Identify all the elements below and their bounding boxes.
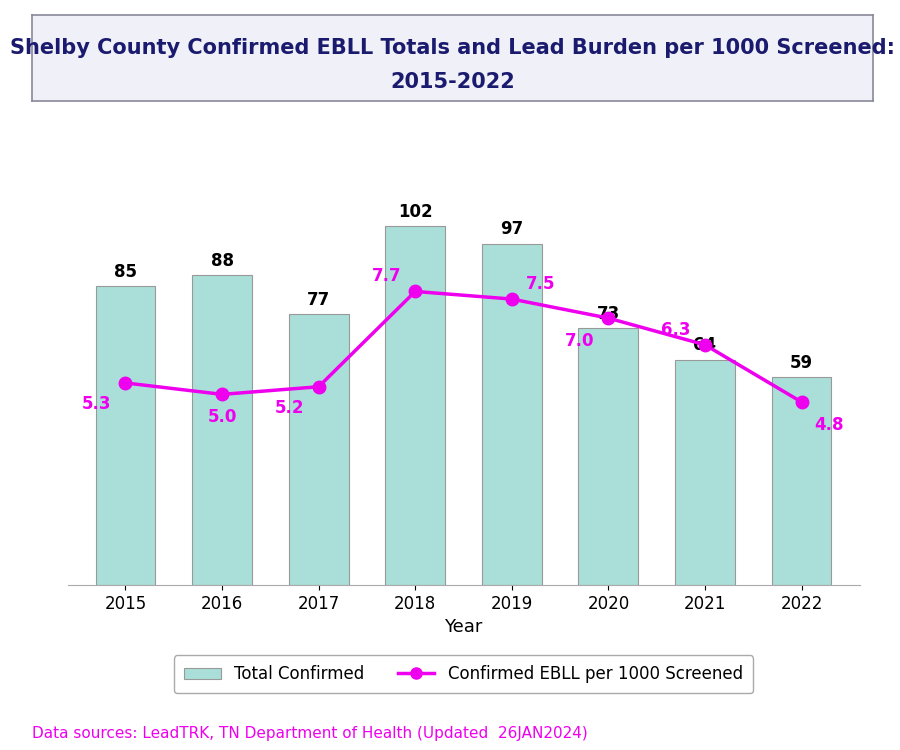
Text: 59: 59 — [790, 354, 813, 372]
Text: 2015-2022: 2015-2022 — [390, 72, 515, 92]
Text: 85: 85 — [114, 262, 137, 280]
Text: Data sources: LeadTRK, TN Department of Health (Updated  26JAN2024): Data sources: LeadTRK, TN Department of … — [32, 726, 587, 741]
Text: 7.5: 7.5 — [526, 274, 555, 292]
Text: 88: 88 — [211, 252, 233, 270]
Legend: Total Confirmed, Confirmed EBLL per 1000 Screened: Total Confirmed, Confirmed EBLL per 1000… — [174, 656, 753, 693]
Bar — [579, 328, 638, 585]
Bar — [289, 314, 348, 585]
X-axis label: Year: Year — [445, 618, 482, 636]
Bar — [482, 244, 542, 585]
Text: 6.3: 6.3 — [662, 320, 690, 338]
Text: Shelby County Confirmed EBLL Totals and Lead Burden per 1000 Screened:: Shelby County Confirmed EBLL Totals and … — [10, 38, 895, 58]
Text: 5.2: 5.2 — [274, 399, 304, 417]
Text: 97: 97 — [500, 220, 524, 238]
Bar — [192, 275, 252, 585]
Text: 5.3: 5.3 — [82, 395, 112, 413]
Text: 5.0: 5.0 — [207, 408, 237, 426]
Text: 102: 102 — [398, 202, 433, 220]
Bar — [675, 360, 735, 585]
Text: 7.7: 7.7 — [372, 267, 401, 285]
Text: 77: 77 — [307, 291, 330, 309]
Bar — [95, 286, 156, 585]
Bar — [385, 226, 446, 585]
Text: 7.0: 7.0 — [564, 332, 594, 350]
Bar — [771, 377, 832, 585]
Text: 64: 64 — [693, 337, 716, 355]
Text: 73: 73 — [597, 304, 620, 322]
Text: 4.8: 4.8 — [814, 416, 843, 434]
